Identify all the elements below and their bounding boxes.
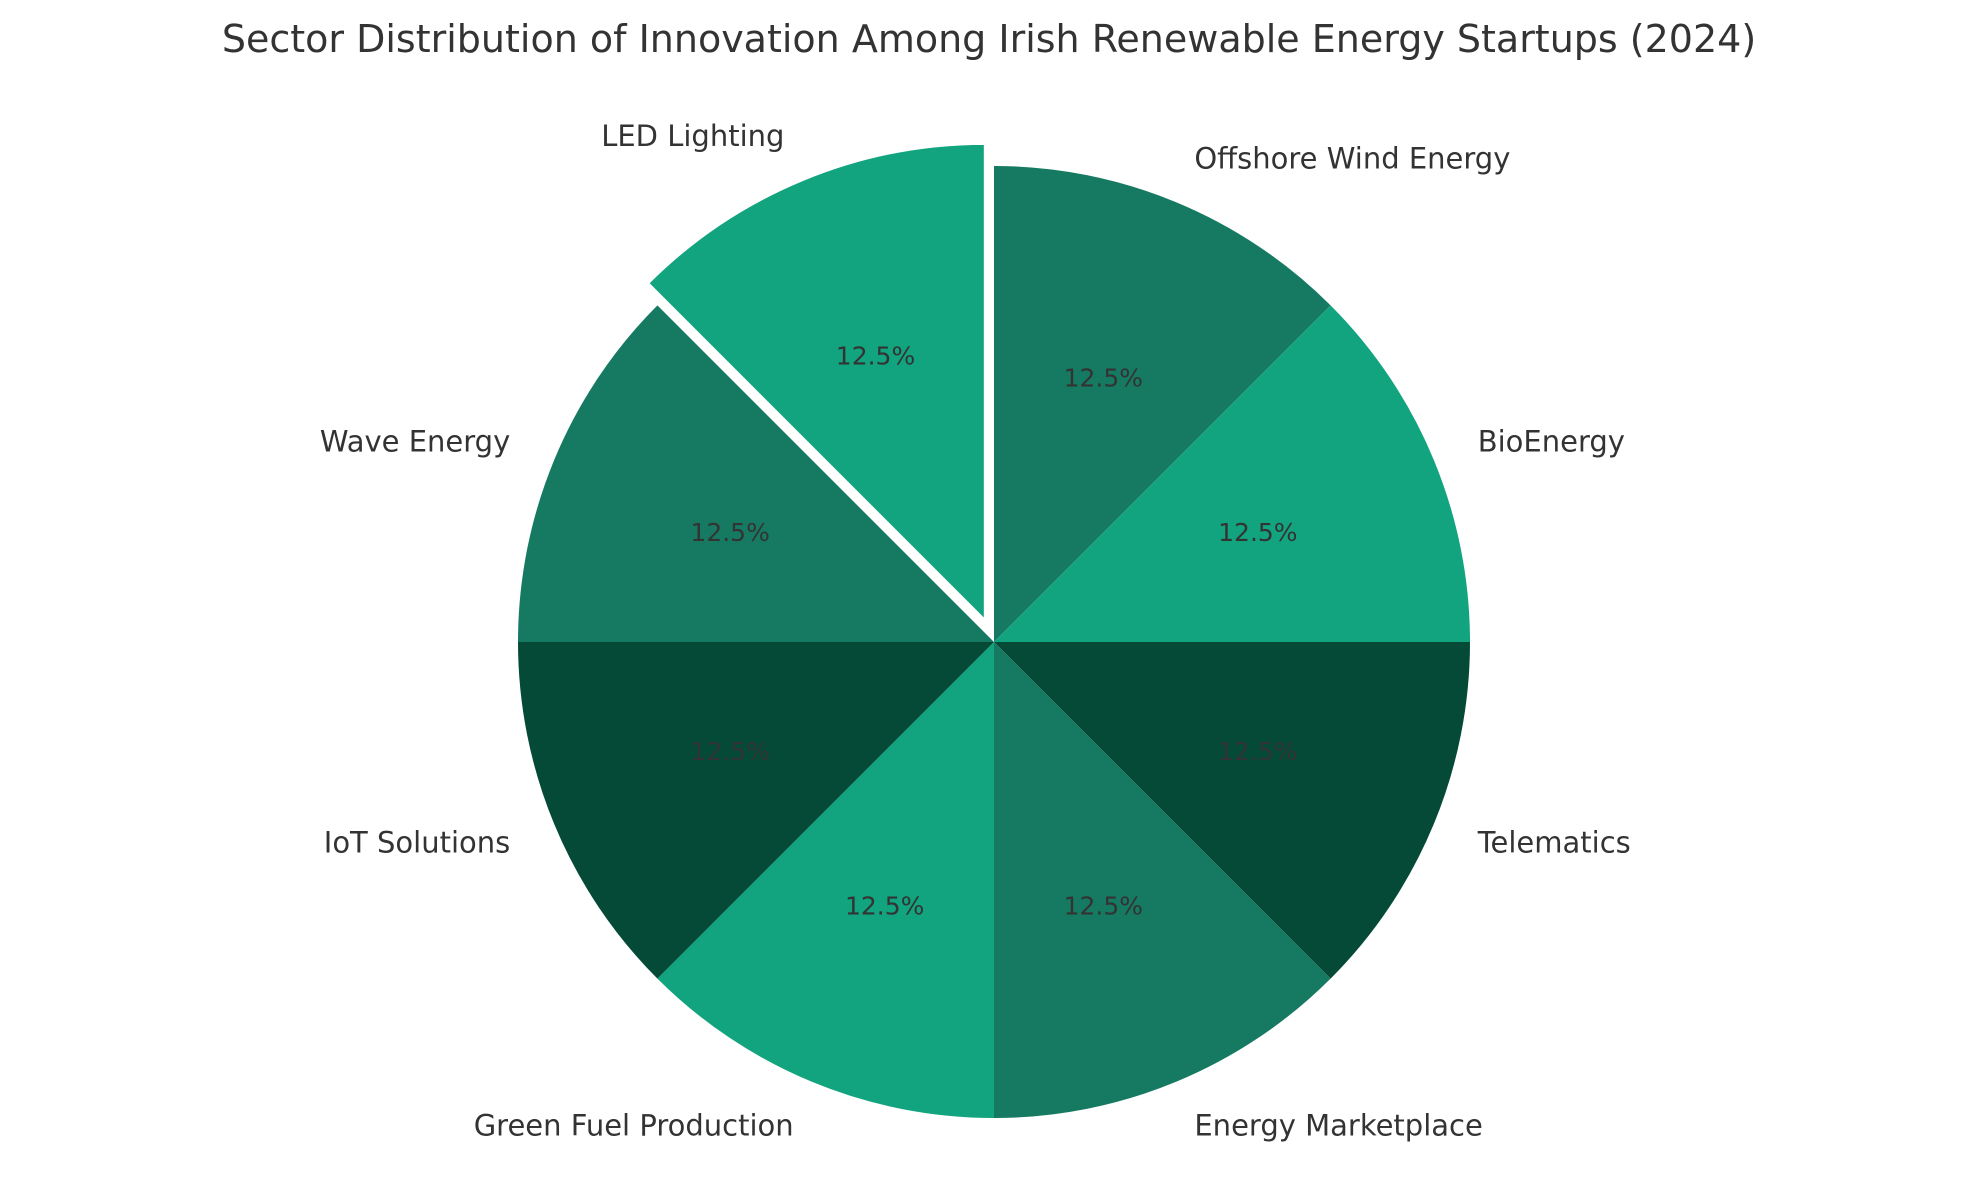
pct-label-iot-solutions: 12.5%	[690, 737, 769, 766]
slice-label-led-lighting: LED Lighting	[601, 119, 784, 153]
pct-label-energy-marketplace: 12.5%	[1064, 891, 1143, 920]
pct-label-telematics: 12.5%	[1218, 737, 1297, 766]
slice-label-telematics: Telematics	[1477, 825, 1631, 859]
pie-labels: 12.5% Offshore Wind Energy 12.5% BioEnergy 1…	[320, 119, 1631, 1143]
pct-label-wave-energy: 12.5%	[690, 518, 769, 547]
slice-label-offshore-wind-energy: Offshore Wind Energy	[1194, 141, 1510, 175]
pct-label-green-fuel-production: 12.5%	[845, 891, 924, 920]
chart-title: Sector Distribution of Innovation Among …	[222, 17, 1756, 61]
pie-slice-energy-marketplace	[994, 642, 1331, 1118]
slice-label-iot-solutions: IoT Solutions	[324, 825, 510, 859]
pct-label-offshore-wind-energy: 12.5%	[1064, 364, 1143, 393]
pie-slices	[518, 142, 1470, 1118]
slice-label-wave-energy: Wave Energy	[320, 425, 510, 459]
pie-slice-iot-solutions	[518, 642, 994, 979]
pct-label-led-lighting: 12.5%	[836, 341, 915, 370]
pie-slice-offshore-wind-energy	[994, 166, 1331, 642]
slice-label-bioenergy: BioEnergy	[1478, 425, 1625, 459]
pie-slice-wave-energy	[518, 305, 994, 642]
pie-slice-led-lighting	[646, 142, 986, 623]
pct-label-bioenergy: 12.5%	[1218, 518, 1297, 547]
slice-label-green-fuel-production: Green Fuel Production	[474, 1109, 794, 1143]
pie-slice-telematics	[994, 642, 1470, 979]
pie-slice-green-fuel-production	[657, 642, 994, 1118]
pie-slice-bioenergy	[994, 305, 1470, 642]
slice-label-energy-marketplace: Energy Marketplace	[1194, 1109, 1482, 1143]
